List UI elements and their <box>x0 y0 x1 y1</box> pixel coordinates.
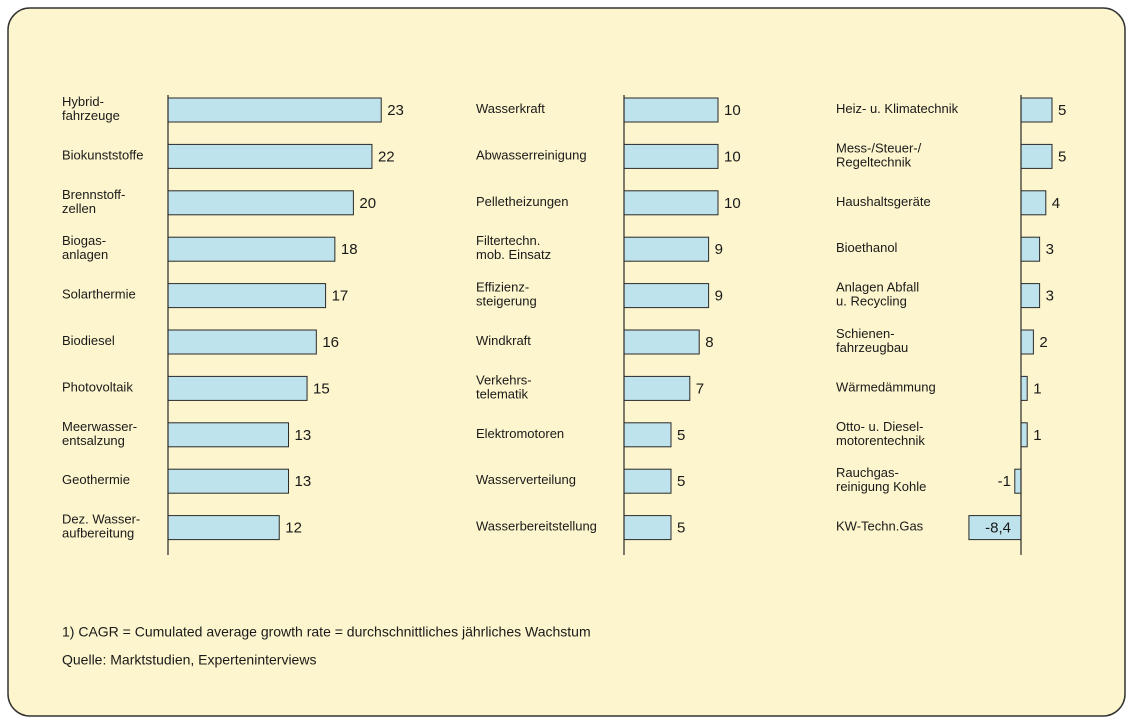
bar <box>1020 190 1047 216</box>
bar <box>1020 283 1041 309</box>
value-label: 9 <box>715 241 723 258</box>
bar <box>167 236 336 262</box>
category-label: Mess-/Steuer-/Regeltechnik <box>836 141 922 170</box>
category-label: Solarthermie <box>62 287 136 302</box>
category-label: Wasserverteilung <box>476 473 576 488</box>
value-label: 12 <box>285 520 302 537</box>
bar <box>1020 422 1028 448</box>
value-label: 5 <box>1058 148 1066 165</box>
category-label: Geothermie <box>62 473 130 488</box>
bar <box>968 515 1022 541</box>
category-label: Haushaltsgeräte <box>836 194 931 209</box>
category-label: Meerwasser-entsalzung <box>62 419 137 448</box>
bar <box>167 143 373 169</box>
bar <box>167 515 280 541</box>
bar <box>1020 236 1041 262</box>
value-label: 8 <box>705 334 713 351</box>
category-label: Effizienz-steigerung <box>476 280 537 309</box>
value-label: 10 <box>724 102 741 119</box>
bar <box>1020 375 1028 401</box>
bar <box>623 515 672 541</box>
category-label: Pelletheizungen <box>476 194 569 209</box>
value-label: 13 <box>295 427 312 444</box>
category-label: Wasserkraft <box>476 101 545 116</box>
bar <box>623 329 700 355</box>
value-label: 5 <box>677 520 685 537</box>
value-label: -8,4 <box>985 520 1011 537</box>
value-label: 23 <box>387 102 404 119</box>
value-label: 22 <box>378 148 395 165</box>
bar <box>623 143 719 169</box>
value-label: 13 <box>295 473 312 490</box>
category-label: Biodiesel <box>62 333 115 348</box>
category-label: Bioethanol <box>836 241 898 256</box>
bar <box>623 283 710 309</box>
bar <box>1020 329 1034 355</box>
bar <box>1020 143 1053 169</box>
value-label: 10 <box>724 195 741 212</box>
bar <box>1014 468 1022 494</box>
value-label: -1 <box>998 473 1011 490</box>
category-label: Abwasserreinigung <box>476 148 587 163</box>
value-label: 1 <box>1033 427 1041 444</box>
category-label: Rauchgas-reinigung Kohle <box>836 466 926 495</box>
footnote: Quelle: Marktstudien, Experteninterviews <box>62 652 316 668</box>
category-label: KW-Techn.Gas <box>836 519 924 534</box>
bar <box>167 329 317 355</box>
category-label: Heiz- u. Klimatechnik <box>836 101 959 116</box>
category-label: Anlagen Abfall u. Recycling <box>836 280 919 309</box>
value-label: 17 <box>332 288 349 305</box>
value-label: 3 <box>1046 288 1054 305</box>
bar <box>623 190 719 216</box>
bar <box>623 468 672 494</box>
value-label: 15 <box>313 380 330 397</box>
bar <box>1020 97 1053 123</box>
category-label: Biokunststoffe <box>62 148 143 163</box>
value-label: 16 <box>322 334 339 351</box>
value-label: 4 <box>1052 195 1060 212</box>
category-label: Otto- u. Diesel-motorentechnik <box>836 419 925 448</box>
category-label: Elektromotoren <box>476 426 564 441</box>
value-label: 5 <box>677 473 685 490</box>
bar <box>623 236 710 262</box>
bar <box>623 97 719 123</box>
bar <box>167 283 327 309</box>
category-label: Wasserbereitstellung <box>476 519 597 534</box>
category-label: Dez. Wasser-aufbereitung <box>62 512 140 541</box>
value-label: 3 <box>1046 241 1054 258</box>
category-label: Filtertechn. mob. Einsatz <box>476 234 551 263</box>
value-label: 5 <box>677 427 685 444</box>
footnote: 1) CAGR = Cumulated average growth rate … <box>62 624 591 640</box>
category-label: Photovoltaik <box>62 380 133 395</box>
bar <box>623 422 672 448</box>
value-label: 5 <box>1058 102 1066 119</box>
bar <box>167 375 308 401</box>
value-label: 10 <box>724 148 741 165</box>
value-label: 9 <box>715 288 723 305</box>
panel-background <box>7 7 1126 717</box>
value-label: 18 <box>341 241 358 258</box>
bar <box>167 190 354 216</box>
value-label: 20 <box>359 195 376 212</box>
category-label: Verkehrs-telematik <box>476 373 532 402</box>
category-label: Windkraft <box>476 333 531 348</box>
category-label: Biogas-anlagen <box>62 234 108 263</box>
category-label: Hybrid-fahrzeuge <box>62 94 120 123</box>
category-label: Brennstoff-zellen <box>62 187 125 216</box>
category-label: Schienen-fahrzeugbau <box>836 326 908 355</box>
bar <box>167 468 290 494</box>
category-label: Wärmedämmung <box>836 380 936 395</box>
value-label: 2 <box>1039 334 1047 351</box>
bar <box>623 375 691 401</box>
bar <box>167 422 290 448</box>
bar <box>167 97 382 123</box>
value-label: 1 <box>1033 380 1041 397</box>
value-label: 7 <box>696 380 704 397</box>
